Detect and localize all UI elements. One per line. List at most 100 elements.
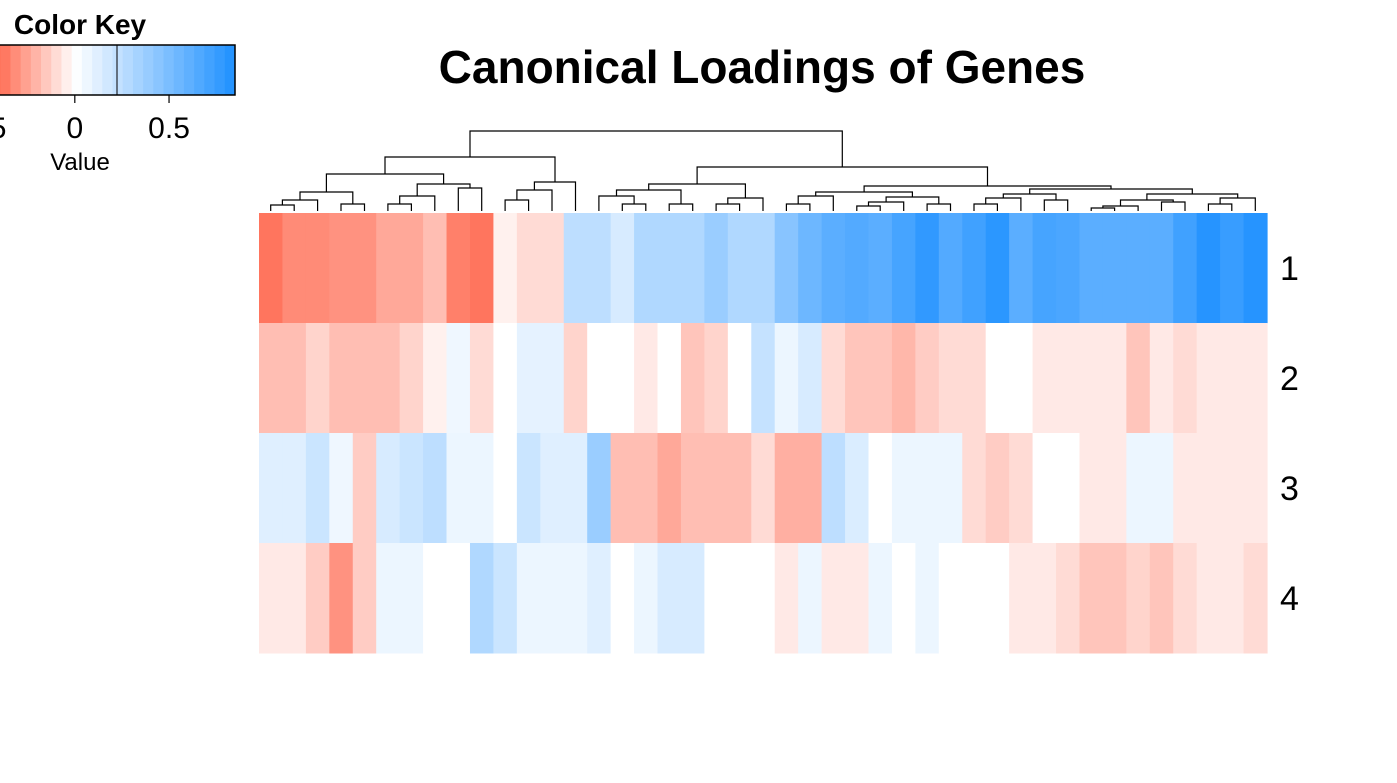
heatmap-cell (563, 323, 588, 434)
heatmap-cell (891, 213, 916, 324)
color-key-cell (20, 45, 32, 95)
heatmap-cell (657, 433, 682, 544)
dendrogram-branch (715, 203, 741, 211)
heatmap-cell (938, 433, 963, 544)
heatmap-cell (1056, 543, 1081, 654)
heatmap-cell (587, 543, 612, 654)
heatmap-cell (1032, 323, 1057, 434)
heatmap-cell (1149, 213, 1174, 324)
heatmap-cell (962, 323, 987, 434)
heatmap-cell (680, 433, 705, 544)
heatmap-cell (282, 323, 307, 434)
color-key-cell (112, 45, 124, 95)
heatmap-cell (1126, 213, 1151, 324)
heatmap-cell (962, 433, 987, 544)
heatmap-cell (1032, 433, 1057, 544)
heatmap-cell (516, 433, 541, 544)
heatmap-cell (540, 433, 565, 544)
heatmap-cell (259, 213, 284, 324)
heatmap-cell (399, 543, 424, 654)
dendrogram-branch (387, 203, 412, 211)
heatmap-cell (727, 213, 752, 324)
heatmap-cell (727, 433, 752, 544)
heatmap-cell (1243, 433, 1268, 544)
heatmap-cell (1243, 323, 1268, 434)
heatmap-cell (1056, 433, 1081, 544)
dendrogram-branch (785, 203, 811, 211)
heatmap-cell (985, 213, 1010, 324)
heatmap-cell (1102, 323, 1127, 434)
dendrogram-branch (1029, 188, 1193, 194)
heatmap-cell (587, 433, 612, 544)
heatmap-cell (399, 213, 424, 324)
heatmap-cell (493, 213, 518, 324)
heatmap-cell (1220, 213, 1245, 324)
heatmap-cell (657, 213, 682, 324)
heatmap-cell (1149, 543, 1174, 654)
heatmap-cell (774, 323, 799, 434)
dendrogram-branch (1090, 207, 1116, 211)
heatmap-cell (446, 213, 471, 324)
heatmap-cell (915, 433, 940, 544)
heatmap-cell (610, 323, 635, 434)
heatmap-cell (1196, 323, 1221, 434)
heatmap-cell (352, 213, 377, 324)
heatmap-cell (1009, 433, 1034, 544)
heatmap-cell (1220, 543, 1245, 654)
heatmap-cell (727, 323, 752, 434)
dendrogram-branch (615, 189, 682, 204)
color-key-tick-label: -0.5 (0, 112, 6, 145)
heatmap-cell (305, 543, 330, 654)
heatmap-cell (540, 213, 565, 324)
heatmap-cell (587, 323, 612, 434)
row-label: 3 (1280, 470, 1299, 508)
heatmap-cell (1243, 543, 1268, 654)
dendrogram-branch (340, 203, 366, 211)
heatmap-cell (845, 433, 870, 544)
heatmap-cell (1173, 213, 1198, 324)
dendrogram-branch (1207, 203, 1233, 211)
heatmap-cell (798, 323, 823, 434)
heatmap-cell (259, 433, 284, 544)
heatmap-cell (1102, 213, 1127, 324)
dendrogram-branch (416, 183, 471, 196)
heatmap-cell (1126, 543, 1151, 654)
heatmap-cell (610, 433, 635, 544)
color-key-tick-label: 0 (66, 112, 83, 145)
heatmap-cell (704, 543, 729, 654)
heatmap-cell (1220, 433, 1245, 544)
color-key-cell (92, 45, 103, 95)
heatmap-cell (1220, 323, 1245, 434)
heatmap-cell (423, 213, 448, 324)
heatmap-cell (868, 433, 893, 544)
heatmap-cell (821, 543, 846, 654)
color-key-cell (122, 45, 134, 95)
heatmap-cell (938, 213, 963, 324)
color-key-cell (194, 45, 205, 95)
heatmap-cell (962, 213, 987, 324)
heatmap-cell (868, 543, 893, 654)
heatmap-cell (259, 543, 284, 654)
heatmap-cell (1196, 213, 1221, 324)
heatmap-cell (329, 543, 354, 654)
color-key-cell (0, 45, 11, 95)
heatmap-cell (891, 543, 916, 654)
heatmap-cell (704, 323, 729, 434)
heatmap-cell (1102, 543, 1127, 654)
heatmap-cell (845, 213, 870, 324)
heatmap-cell (469, 543, 495, 654)
heatmap-cell (376, 323, 401, 434)
heatmap-cell (1196, 433, 1221, 544)
heatmap-cell (1173, 323, 1198, 434)
dendrogram-branch (973, 203, 998, 211)
heatmap-cell (1079, 433, 1104, 544)
color-key-cell (61, 45, 73, 95)
dendrogram-branch (1160, 201, 1186, 211)
heatmap-cell (821, 433, 846, 544)
row-label: 4 (1280, 580, 1299, 618)
heatmap-cell (563, 213, 588, 324)
heatmap-cell (915, 323, 940, 434)
heatmap-cell (634, 543, 659, 654)
heatmap-cell (352, 543, 377, 654)
